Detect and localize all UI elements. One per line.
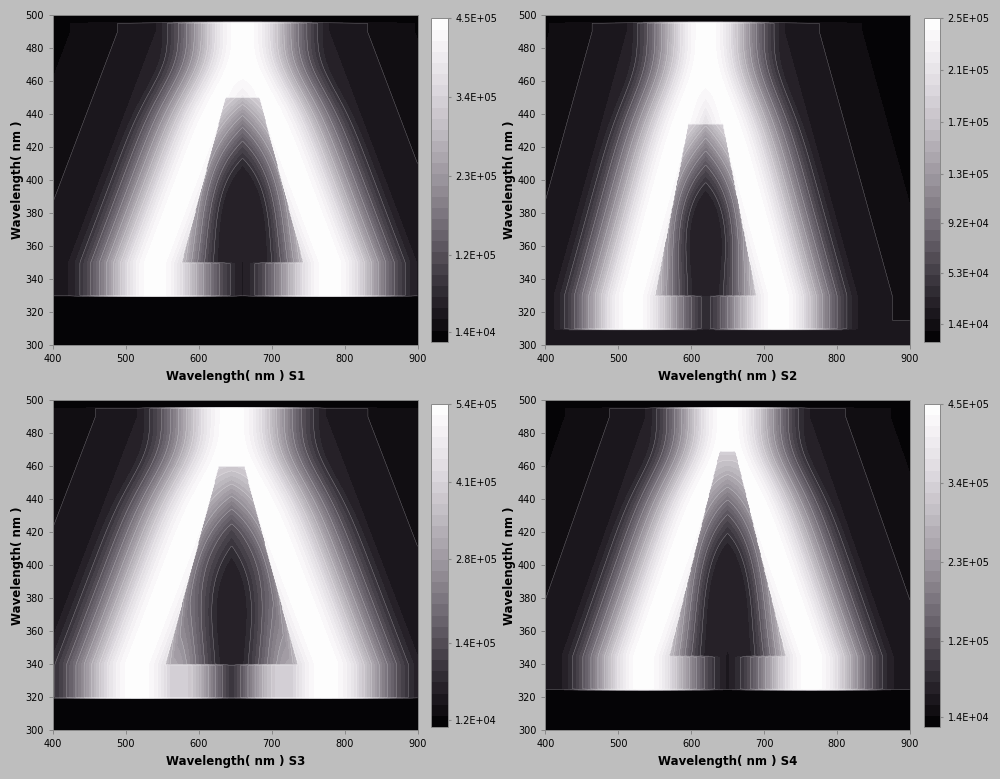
Y-axis label: Wavelength( nm ): Wavelength( nm ) <box>11 121 24 239</box>
Y-axis label: Wavelength( nm ): Wavelength( nm ) <box>503 506 516 625</box>
Y-axis label: Wavelength( nm ): Wavelength( nm ) <box>503 121 516 239</box>
Y-axis label: Wavelength( nm ): Wavelength( nm ) <box>11 506 24 625</box>
X-axis label: Wavelength( nm ) S2: Wavelength( nm ) S2 <box>658 369 797 382</box>
X-axis label: Wavelength( nm ) S1: Wavelength( nm ) S1 <box>166 369 305 382</box>
X-axis label: Wavelength( nm ) S3: Wavelength( nm ) S3 <box>166 755 305 768</box>
X-axis label: Wavelength( nm ) S4: Wavelength( nm ) S4 <box>658 755 797 768</box>
